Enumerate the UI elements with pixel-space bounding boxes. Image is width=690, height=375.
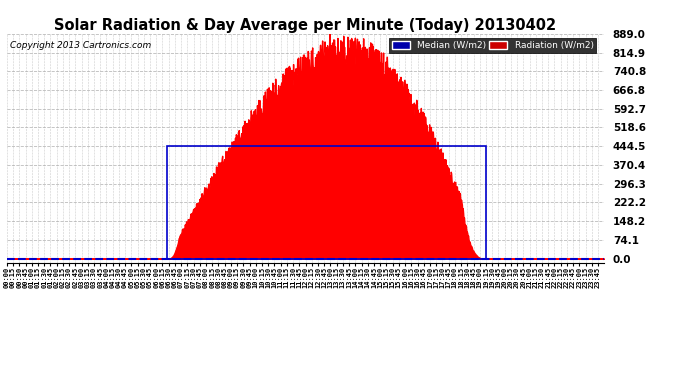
Legend: Median (W/m2), Radiation (W/m2): Median (W/m2), Radiation (W/m2) — [389, 39, 596, 53]
Title: Solar Radiation & Day Average per Minute (Today) 20130402: Solar Radiation & Day Average per Minute… — [55, 18, 556, 33]
Bar — [166, 146, 486, 259]
Text: Copyright 2013 Cartronics.com: Copyright 2013 Cartronics.com — [10, 40, 151, 50]
